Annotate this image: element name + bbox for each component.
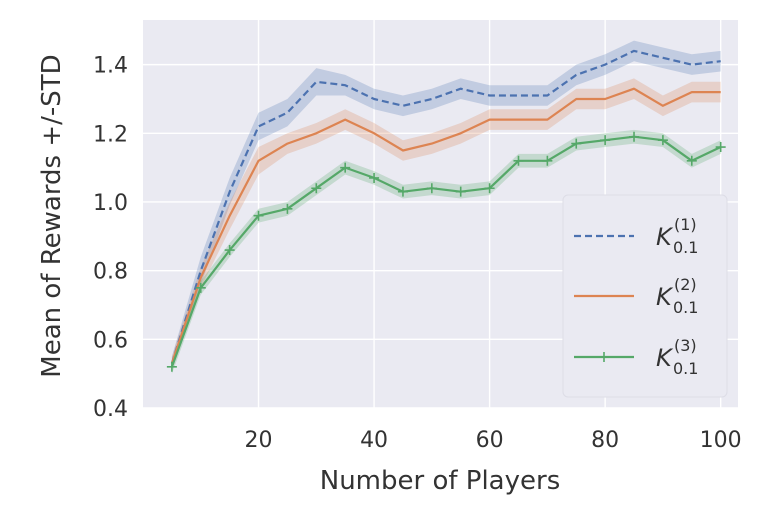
series-3-point: [571, 138, 582, 149]
series-3-point: [224, 245, 235, 256]
y-tick-label: 0.4: [93, 397, 128, 422]
series-3-point: [542, 155, 553, 166]
series-3-point: [282, 203, 293, 214]
legend-label: K: [656, 223, 674, 251]
series-3-point: [629, 131, 640, 142]
y-tick-label: 0.6: [93, 328, 128, 353]
legend-label: K: [656, 344, 674, 372]
series-1-line: [170, 49, 721, 364]
grid-lines: [143, 20, 738, 409]
series-3-point: [311, 183, 322, 194]
series-3-point: [253, 210, 264, 221]
series-3-point: [166, 361, 177, 372]
legend-marker: [599, 352, 609, 362]
std-bands: [171, 40, 721, 374]
series-3-point: [686, 155, 697, 166]
y-tick-label: 1.4: [93, 54, 128, 79]
y-tick-label: 1.2: [93, 122, 128, 147]
legend-label-subscript: 0.1: [673, 298, 698, 317]
series-3-point: [195, 282, 206, 293]
series-3-point: [397, 186, 408, 197]
x-tick-label: 80: [591, 428, 619, 453]
legend-entry-3: K 0.1 (3): [574, 336, 698, 378]
legend-label-subscript: 0.1: [673, 359, 698, 378]
series-3-point: [369, 172, 380, 183]
series-3-std-band: [171, 129, 721, 374]
series-3-point: [455, 186, 466, 197]
series-3-point: [715, 142, 726, 153]
series-3-point: [513, 155, 524, 166]
y-tick-label: 1.0: [93, 191, 128, 216]
legend-label-subscript: 0.1: [673, 238, 698, 257]
legend-label: K: [656, 283, 674, 311]
x-tick-label: 100: [700, 428, 742, 453]
series-3-point: [340, 162, 351, 173]
x-tick-label: 60: [476, 428, 504, 453]
y-tick-labels: 0.4 0.6 0.8 1.0 1.2 1.4: [93, 54, 128, 422]
series-3-point: [426, 183, 437, 194]
y-tick-label: 0.8: [93, 260, 128, 285]
legend: K 0.1(1)K 0.1(2)K 0.1(3): [562, 194, 728, 398]
y-axis-title: Mean of Rewards +/-STD: [37, 54, 67, 377]
series-markers: [166, 131, 726, 372]
series-3-point: [600, 135, 611, 146]
legend-label-superscript: (2): [674, 275, 697, 294]
x-axis-title: Number of Players: [320, 466, 561, 496]
legend-label-superscript: (1): [674, 215, 697, 234]
x-tick-label: 20: [245, 428, 273, 453]
legend-label-superscript: (3): [674, 336, 697, 355]
x-tick-labels: 20 40 60 80 100: [245, 428, 742, 453]
x-tick-label: 40: [360, 428, 388, 453]
series-3-point: [484, 183, 495, 194]
series-3-point: [657, 135, 668, 146]
series-2-std-band: [171, 78, 721, 371]
legend-entries: K 0.1(1)K 0.1(2)K 0.1(3): [574, 215, 698, 378]
series-2-line: [170, 87, 721, 364]
legend-entry-2: K 0.1 (2): [574, 275, 698, 317]
legend-box: [562, 194, 728, 398]
legend-entry-1: K 0.1 (1): [574, 215, 698, 257]
